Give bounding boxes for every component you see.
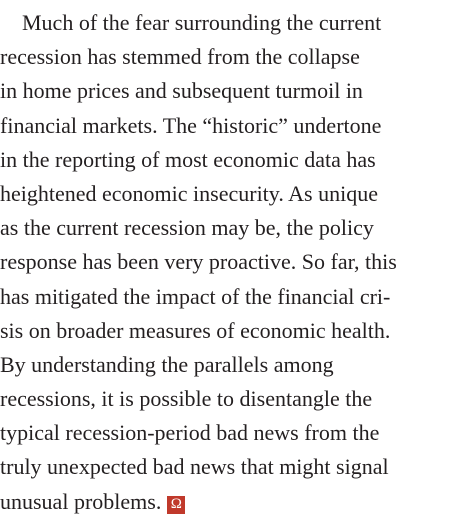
text-line: heightened economic insecurity. As uniqu… <box>0 177 468 211</box>
line-text: recessions, it is possible to disentangl… <box>0 386 373 412</box>
text-line: By understanding the parallels among <box>0 348 468 382</box>
line-text: response has been very proactive. So far… <box>0 249 397 275</box>
text-line: sis on broader measures of economic heal… <box>0 314 468 348</box>
line-text: financial markets. The “historic” undert… <box>0 112 382 138</box>
text-line: recession has stemmed from the collapse <box>0 40 468 74</box>
line-text: Much of the fear surrounding the current <box>22 10 382 35</box>
line-text: as the current recession may be, the pol… <box>0 215 374 241</box>
text-line: unusual problems. Ω <box>0 485 468 519</box>
text-line: in the reporting of most economic data h… <box>0 143 468 177</box>
text-line: has mitigated the impact of the financia… <box>0 280 468 314</box>
text-line: response has been very proactive. So far… <box>0 245 468 279</box>
line-text: in the reporting of most economic data h… <box>0 146 376 172</box>
text-line: Much of the fear surrounding the current <box>0 6 468 40</box>
line-text: typical recession-period bad news from t… <box>0 420 380 446</box>
line-text: recession has stemmed from the collapse <box>0 44 360 70</box>
line-text: has mitigated the impact of the financia… <box>0 283 391 309</box>
line-text: in home prices and subsequent turmoil in <box>0 78 363 104</box>
text-line: as the current recession may be, the pol… <box>0 211 468 245</box>
text-line: financial markets. The “historic” undert… <box>0 109 468 143</box>
text-line: truly unexpected bad news that might sig… <box>0 450 468 484</box>
text-line: in home prices and subsequent turmoil in <box>0 74 468 108</box>
line-text: sis on broader measures of economic heal… <box>0 317 391 343</box>
line-text: By understanding the parallels among <box>0 351 334 377</box>
line-text: unusual problems. <box>0 488 162 514</box>
page: Much of the fear surrounding the current… <box>0 10 397 514</box>
text-line: typical recession-period bad news from t… <box>0 416 468 450</box>
text-line: recessions, it is possible to disentangl… <box>0 382 468 416</box>
line-text: heightened economic insecurity. As uniqu… <box>0 180 378 206</box>
end-mark: Ω <box>167 495 186 514</box>
line-text: truly unexpected bad news that might sig… <box>0 454 389 480</box>
